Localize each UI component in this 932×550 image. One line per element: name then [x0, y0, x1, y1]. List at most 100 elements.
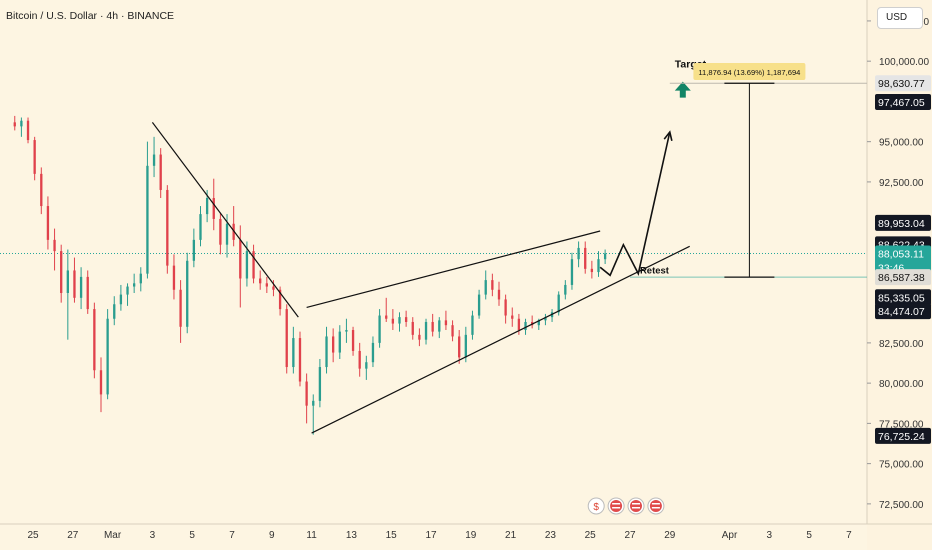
candle-body	[245, 251, 249, 279]
price-badge-label: 98,630.77	[878, 78, 925, 90]
candle-body	[544, 317, 547, 321]
price-badge-label: 86,587.38	[878, 272, 925, 284]
candle-body	[73, 270, 76, 298]
candle-body	[232, 223, 235, 240]
candle-up	[424, 318, 428, 345]
candle-body	[438, 320, 441, 332]
candle-down	[232, 206, 235, 247]
candle-down	[444, 310, 448, 331]
candle-body	[113, 304, 116, 319]
price-badge-label: 76,725.24	[878, 431, 925, 443]
candle-down	[60, 244, 63, 303]
price-tick-label: 72,500.00	[879, 500, 924, 511]
candle-down	[219, 212, 222, 255]
time-tick-label: 15	[386, 530, 398, 541]
candle-down	[497, 281, 501, 306]
candle-down	[172, 254, 176, 300]
candle-body	[411, 321, 414, 335]
price-badge-bg	[875, 245, 931, 276]
us-flag-icon-fill	[630, 500, 642, 512]
candle-body	[292, 338, 295, 368]
candle-body	[537, 320, 540, 326]
candle-body	[391, 318, 395, 324]
candle-up	[192, 228, 196, 268]
candle-body	[511, 315, 514, 319]
candle-body	[179, 289, 182, 327]
candle-up	[106, 309, 109, 400]
measure-label-box	[693, 63, 806, 80]
candle-body	[557, 294, 560, 313]
candle-down	[99, 357, 103, 413]
us-flag-icon-stripe	[632, 503, 640, 505]
candle-down	[252, 244, 255, 284]
price-tick-label: 92,500.00	[879, 178, 924, 189]
time-tick-label: 21	[505, 530, 517, 541]
candle-body	[259, 278, 262, 284]
us-flag-icon	[607, 497, 625, 515]
candle-down	[86, 270, 89, 314]
candle-up	[146, 141, 149, 279]
candle-body	[126, 286, 129, 295]
candle-body	[477, 294, 481, 316]
candle-down	[40, 167, 43, 215]
candle-body	[385, 315, 388, 319]
us-flag-icon	[627, 497, 645, 515]
candle-body	[338, 331, 341, 353]
price-badge-bg	[875, 427, 931, 444]
candle-down	[265, 276, 268, 293]
us-flag-icon-fill	[649, 500, 662, 512]
candle-body	[219, 218, 222, 245]
price-tick-label: 100,000.00	[879, 57, 929, 68]
candle-up	[152, 136, 156, 178]
candle-body	[418, 334, 421, 340]
candle-body	[371, 342, 375, 363]
price-tick-label: 82,500.00	[879, 339, 924, 350]
price-badge-bg	[875, 269, 931, 286]
candle-body	[239, 239, 242, 279]
time-tick-label: 5	[189, 530, 195, 541]
candle-body	[172, 265, 176, 290]
price-tick-label: 80,000.00	[879, 379, 924, 390]
candle-body	[93, 309, 96, 371]
candle-body	[46, 206, 50, 240]
candle-body	[298, 338, 302, 382]
time-tick-label: 7	[846, 530, 852, 541]
candle-body	[424, 321, 428, 340]
candle-up	[113, 296, 116, 326]
price-badge: 76,725.24	[875, 427, 931, 444]
price-badge: 84,474.07	[875, 303, 931, 320]
candle-down	[26, 117, 30, 144]
descending-trendline	[151, 121, 299, 318]
time-tick-label: Mar	[104, 530, 122, 541]
candle-body	[272, 286, 275, 290]
us-flag-icon-stripe	[612, 503, 621, 505]
candle-up	[484, 270, 487, 300]
candle-body	[225, 223, 229, 245]
candle-down	[159, 148, 162, 199]
us-flag-icon-fill	[610, 500, 623, 512]
candle-down	[46, 196, 50, 250]
time-tick-label: 25	[585, 530, 597, 541]
candle-body	[345, 330, 348, 332]
candle-down	[305, 373, 308, 424]
candle-up	[345, 318, 348, 343]
candle-down	[404, 310, 408, 327]
currency-button[interactable]: USD	[877, 7, 923, 29]
candle-up	[186, 252, 189, 334]
dividend-icon: $	[587, 497, 605, 515]
candle-body	[431, 321, 434, 332]
candle-body	[285, 309, 288, 368]
dividend-icon-glyph: $	[593, 502, 599, 513]
time-tick-label: 23	[545, 530, 557, 541]
candle-body	[484, 280, 487, 295]
candle-up	[126, 283, 129, 306]
candle-up	[292, 326, 295, 374]
price-badge: 98,630.77	[875, 75, 931, 92]
time-tick-label: Apr	[722, 530, 738, 541]
price-badge-label: 85,335.05	[878, 292, 925, 304]
candle-body	[86, 276, 89, 310]
time-tick-label: 3	[767, 530, 773, 541]
time-tick-label: 29	[664, 530, 676, 541]
candle-body	[590, 268, 594, 273]
